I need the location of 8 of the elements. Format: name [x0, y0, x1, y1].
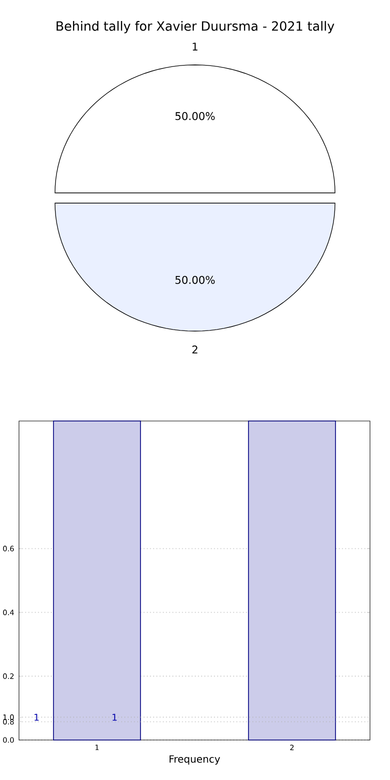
- slice-label: 1: [192, 42, 198, 50]
- data-label: 50.00%: [175, 112, 215, 120]
- chart-title: Behind tally for Xavier Duursma - 2021 tally: [56, 21, 334, 34]
- annotation: 1: [34, 714, 39, 721]
- slice-label: 2: [192, 346, 198, 354]
- data-label: 50.00%: [175, 276, 215, 284]
- x-axis-title: Frequency: [170, 755, 220, 765]
- annotation: 1: [112, 714, 117, 721]
